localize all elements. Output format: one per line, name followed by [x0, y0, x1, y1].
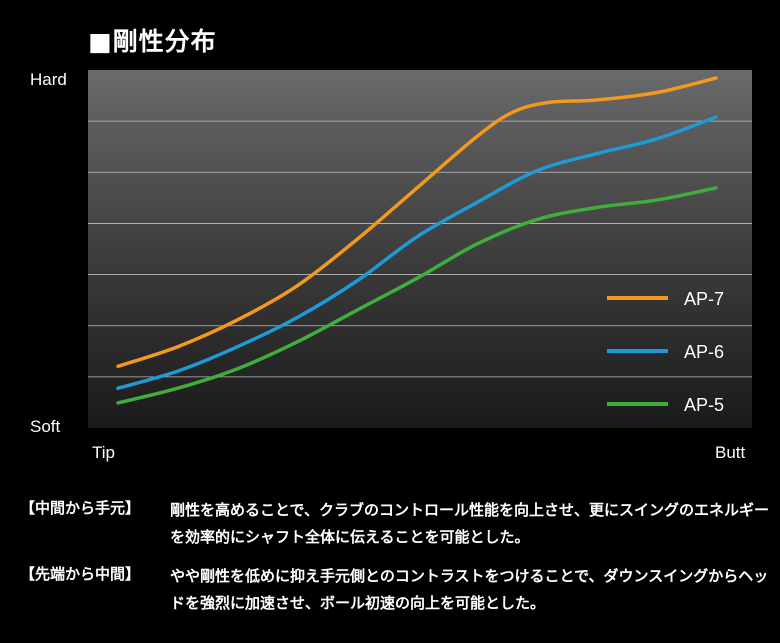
note-tip-section: 【先端から中間】 やや剛性を低めに抑え手元側とのコントラストをつけることで、ダウ… — [20, 563, 770, 617]
note-butt-section: 【中間から手元】 剛性を高めることで、クラブのコントロール性能を向上させ、更にス… — [20, 497, 770, 551]
legend-label: AP-5 — [684, 395, 724, 415]
description-notes: 【中間から手元】 剛性を高めることで、クラブのコントロール性能を向上させ、更にス… — [20, 497, 770, 629]
y-axis-bottom-label: Soft — [30, 417, 60, 437]
y-axis-top-label: Hard — [30, 70, 67, 90]
note-body: やや剛性を低めに抑え手元側とのコントラストをつけることで、ダウンスイングからヘッ… — [170, 563, 770, 617]
legend-label: AP-7 — [684, 289, 724, 309]
plot-background — [88, 70, 752, 428]
note-heading: 【先端から中間】 — [20, 563, 140, 584]
x-axis-right-label: Butt — [715, 443, 745, 463]
legend-label: AP-6 — [684, 342, 724, 362]
note-heading: 【中間から手元】 — [20, 497, 140, 518]
x-axis-left-label: Tip — [92, 443, 115, 463]
rigidity-chart: AP-7 AP-6 AP-5 — [0, 0, 780, 470]
chart-area: AP-7 AP-6 AP-5 Hard Soft Tip Butt — [0, 0, 780, 470]
note-body: 剛性を高めることで、クラブのコントロール性能を向上させ、更にスイングのエネルギー… — [170, 497, 770, 551]
